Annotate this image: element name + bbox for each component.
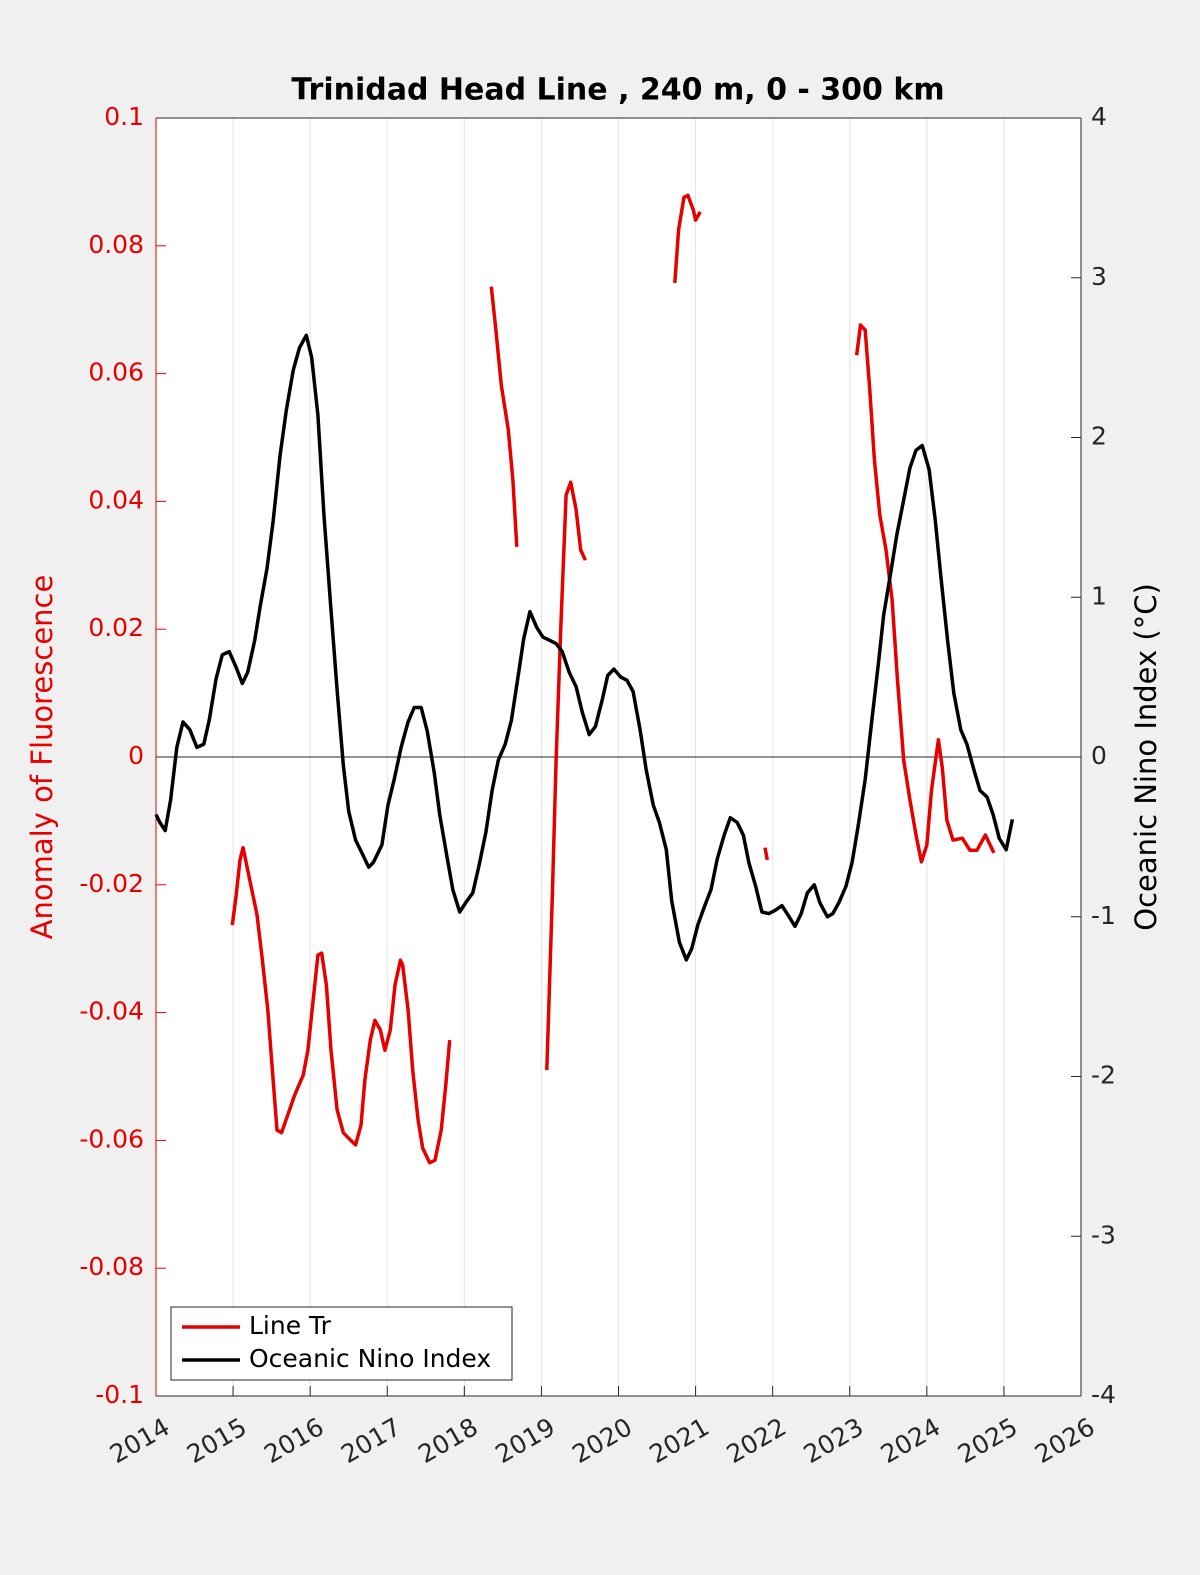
y2-axis-label: Oceanic Nino Index (°C) [1129,583,1163,931]
y-tick-label: -0.06 [79,1124,144,1153]
y2-tick-label: 4 [1091,102,1107,131]
x-tick-label: 2025 [953,1412,1023,1469]
y-tick-label: 0.08 [88,230,144,259]
y-tick-label: 0.02 [88,613,144,642]
y-axis-label: Anomaly of Fluorescence [25,575,59,940]
x-tick-label: 2019 [490,1412,560,1469]
x-tick-label: 2021 [644,1412,714,1469]
y-tick-label: -0.02 [79,869,144,898]
y2-tick-label: 0 [1091,741,1107,770]
x-tick-label: 2023 [799,1412,869,1469]
y2-tick-label: -2 [1091,1061,1116,1090]
x-tick-label: 2022 [722,1412,792,1469]
y2-tick-label: -4 [1091,1380,1116,1409]
y2-tick-label: 2 [1091,422,1107,451]
x-tick-label: 2016 [259,1412,329,1469]
y-tick-label: -0.04 [79,997,144,1026]
legend-box [170,1306,513,1381]
legend-label: Oceanic Nino Index [249,1344,491,1373]
y-tick-label: 0.1 [104,102,144,131]
y2-tick-label: 1 [1091,581,1107,610]
series-line [154,333,1015,962]
y2-tick-label: -3 [1091,1220,1116,1249]
y-tick-label: 0.06 [88,358,144,387]
x-tick-label: 2015 [182,1412,252,1469]
legend-label: Line Tr [249,1311,332,1340]
x-tick-label: 2020 [567,1412,637,1469]
y-tick-label: -0.1 [95,1380,144,1409]
y-tick-label: 0.04 [88,485,144,514]
chart-title: Trinidad Head Line , 240 m, 0 - 300 km [291,73,944,108]
y2-tick-label: 3 [1091,262,1107,291]
y-tick-label: -0.08 [79,1252,144,1281]
x-tick-label: 2014 [105,1412,175,1469]
x-tick-label: 2026 [1030,1412,1100,1469]
x-tick-label: 2024 [876,1412,946,1469]
x-tick-label: 2018 [413,1412,483,1469]
x-tick-label: 2017 [336,1412,406,1469]
y2-tick-label: -1 [1091,901,1116,930]
y-tick-label: 0 [128,741,144,770]
series-line [230,193,996,1165]
